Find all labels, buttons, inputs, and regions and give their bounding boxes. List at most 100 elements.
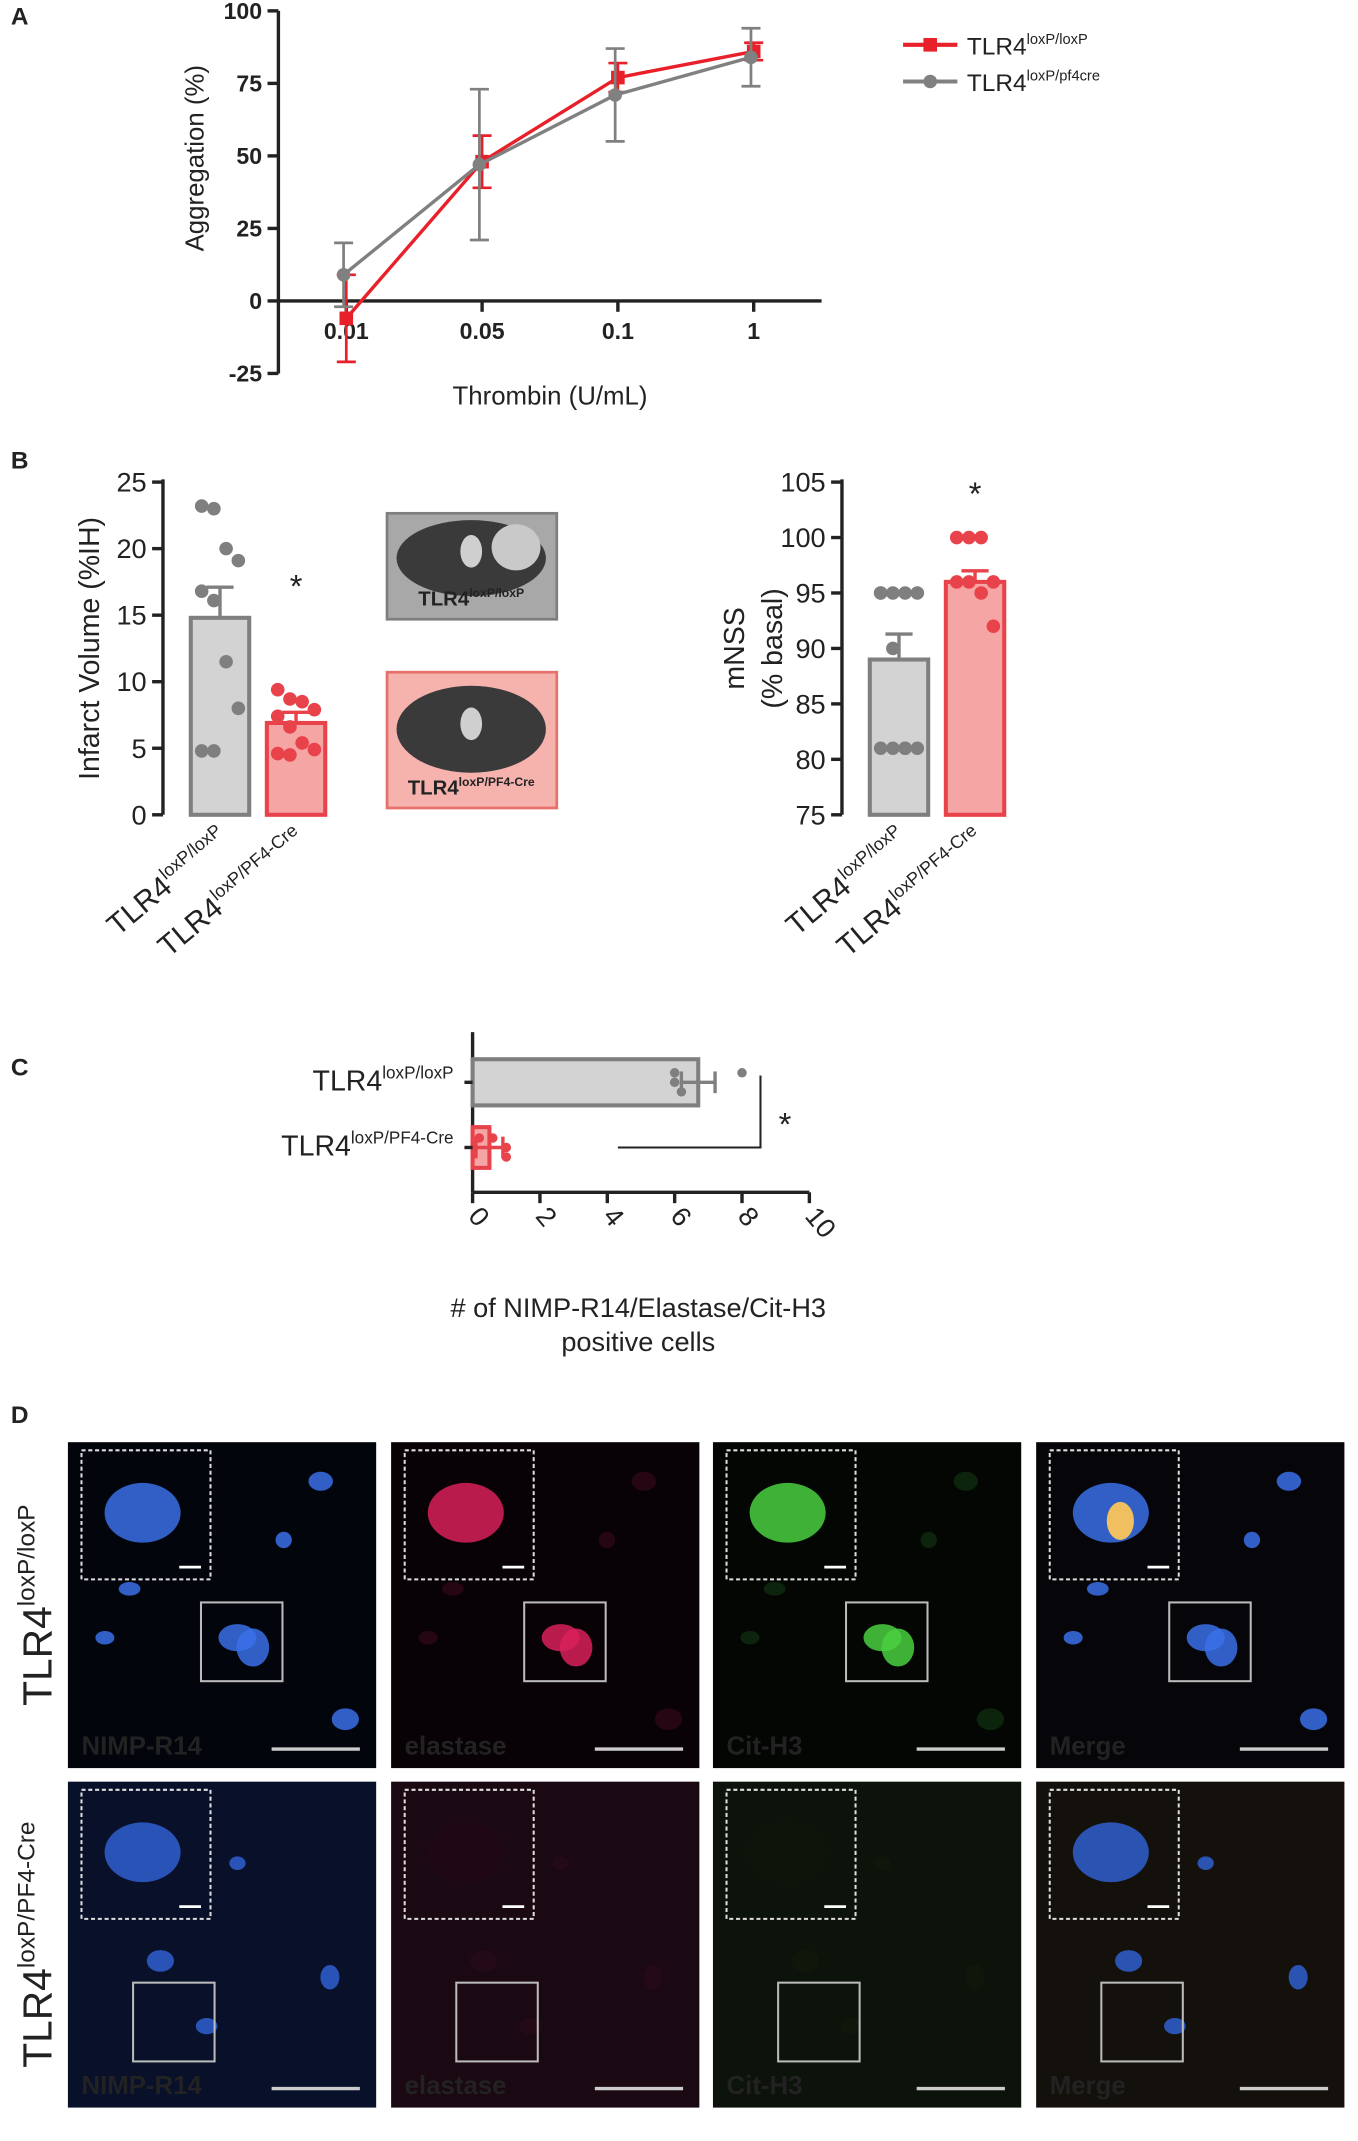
channel-label: Cit-H3	[727, 2072, 803, 2100]
zoom-box	[523, 1601, 607, 1683]
y-axis-label: Infarct Volume (%IH)	[74, 517, 106, 780]
dot	[974, 586, 988, 600]
dot	[207, 501, 221, 516]
dot	[910, 741, 925, 756]
label-sup: loxP/loxP	[1027, 32, 1088, 48]
dot	[283, 720, 297, 734]
x-tick-label: 6	[665, 1201, 698, 1233]
dot	[295, 736, 309, 750]
zoom-inset	[403, 1788, 535, 1920]
legend-marker	[923, 38, 938, 52]
dot	[886, 586, 900, 600]
point	[608, 88, 622, 102]
panel-label: A	[11, 3, 29, 30]
point	[472, 157, 487, 172]
cell-signal	[418, 1630, 438, 1645]
cell-signal	[1243, 1531, 1261, 1549]
legend-label: TLR4loxP/loxP	[967, 32, 1088, 60]
x-tick-label: 10	[799, 1201, 842, 1244]
row-label: TLR4loxP/loxP	[14, 1504, 61, 1705]
zoom-box	[777, 1981, 861, 2063]
label-sup: loxP/loxP	[382, 1063, 453, 1082]
y-axis-label: mNSS	[719, 607, 751, 689]
channel-label: NIMP-R14	[81, 2072, 202, 2100]
dot	[873, 586, 888, 600]
label-text: TLR4	[15, 1968, 61, 2068]
cell-signal	[518, 2017, 541, 2035]
cell-signal	[791, 1950, 820, 1972]
panel-label: B	[11, 448, 29, 475]
label-text: TLR4	[408, 777, 460, 799]
dot	[219, 654, 233, 669]
inset-cell	[427, 1822, 504, 1883]
label-sup: loxP/loxP	[155, 820, 225, 883]
inset-cell	[749, 1482, 826, 1543]
y-tick-label: 5	[132, 733, 147, 764]
dot	[974, 530, 988, 545]
cell-signal	[275, 1531, 292, 1549]
label-text: TLR4	[313, 1065, 383, 1097]
y-tick-label: -25	[229, 361, 263, 387]
channel-label: Merge	[1050, 2072, 1126, 2100]
cell-signal	[1204, 1628, 1238, 1667]
zoom-box	[455, 1981, 539, 2063]
zoom-box	[845, 1601, 929, 1683]
brain-ventricle	[460, 707, 483, 741]
y-tick-label: 100	[224, 0, 263, 24]
cell-signal	[1276, 1471, 1302, 1491]
y-tick-label: 85	[795, 688, 825, 719]
dot	[307, 702, 322, 717]
cell-signal	[740, 1630, 760, 1645]
cell-signal	[118, 1582, 141, 1596]
cell-signal	[552, 1856, 569, 1870]
y-tick-label: 15	[116, 600, 146, 631]
cell-signal	[643, 1965, 663, 1990]
y-tick-label: 0	[132, 799, 147, 830]
error-bar	[885, 632, 913, 660]
y-tick-label: 25	[116, 467, 146, 498]
dot	[873, 741, 888, 756]
annotation: *	[290, 568, 303, 605]
cell-signal	[195, 2017, 218, 2035]
label-sup: loxP/loxP	[834, 820, 904, 883]
dot	[737, 1068, 747, 1078]
cell-signal	[953, 1471, 978, 1491]
cell-signal	[1063, 1630, 1083, 1645]
inset-cell	[1072, 1822, 1149, 1883]
point	[339, 311, 354, 326]
label-text: TLR4	[967, 33, 1027, 60]
dot	[194, 584, 209, 599]
label-sup: loxP/pf4cre	[1027, 69, 1100, 85]
annotation: *	[969, 475, 982, 512]
x-tick-label: 2	[530, 1201, 563, 1233]
y-tick-label: 90	[795, 633, 825, 664]
panel-label: C	[11, 1055, 29, 1082]
dot	[219, 541, 233, 556]
inset-label: TLR4loxP/loxP	[418, 586, 524, 611]
cell-signal	[654, 1708, 683, 1731]
zoom-box	[132, 1981, 216, 2063]
inset-cell	[749, 1822, 826, 1883]
dot	[194, 744, 209, 758]
dot	[669, 1068, 680, 1078]
channel-label: Merge	[1050, 1733, 1126, 1761]
cell-signal	[881, 1628, 915, 1667]
dot	[986, 619, 1001, 634]
dot	[231, 701, 246, 716]
cell-signal	[763, 1582, 786, 1596]
dot	[898, 741, 912, 756]
x-tick-label: 0.05	[460, 318, 505, 344]
label-sup: loxP/loxP	[14, 1504, 41, 1606]
y-tick-label: TLR4loxP/PF4-Cre	[281, 1129, 453, 1163]
bar	[943, 579, 1007, 817]
channel-label: elastase	[405, 1733, 507, 1761]
y-tick-label: 95	[795, 577, 825, 608]
cell-signal	[631, 1471, 657, 1491]
label-text: TLR4	[967, 70, 1027, 97]
dot	[295, 694, 309, 709]
x-tick-label: 0	[463, 1201, 496, 1233]
dot	[962, 530, 976, 545]
series-line	[345, 49, 755, 320]
